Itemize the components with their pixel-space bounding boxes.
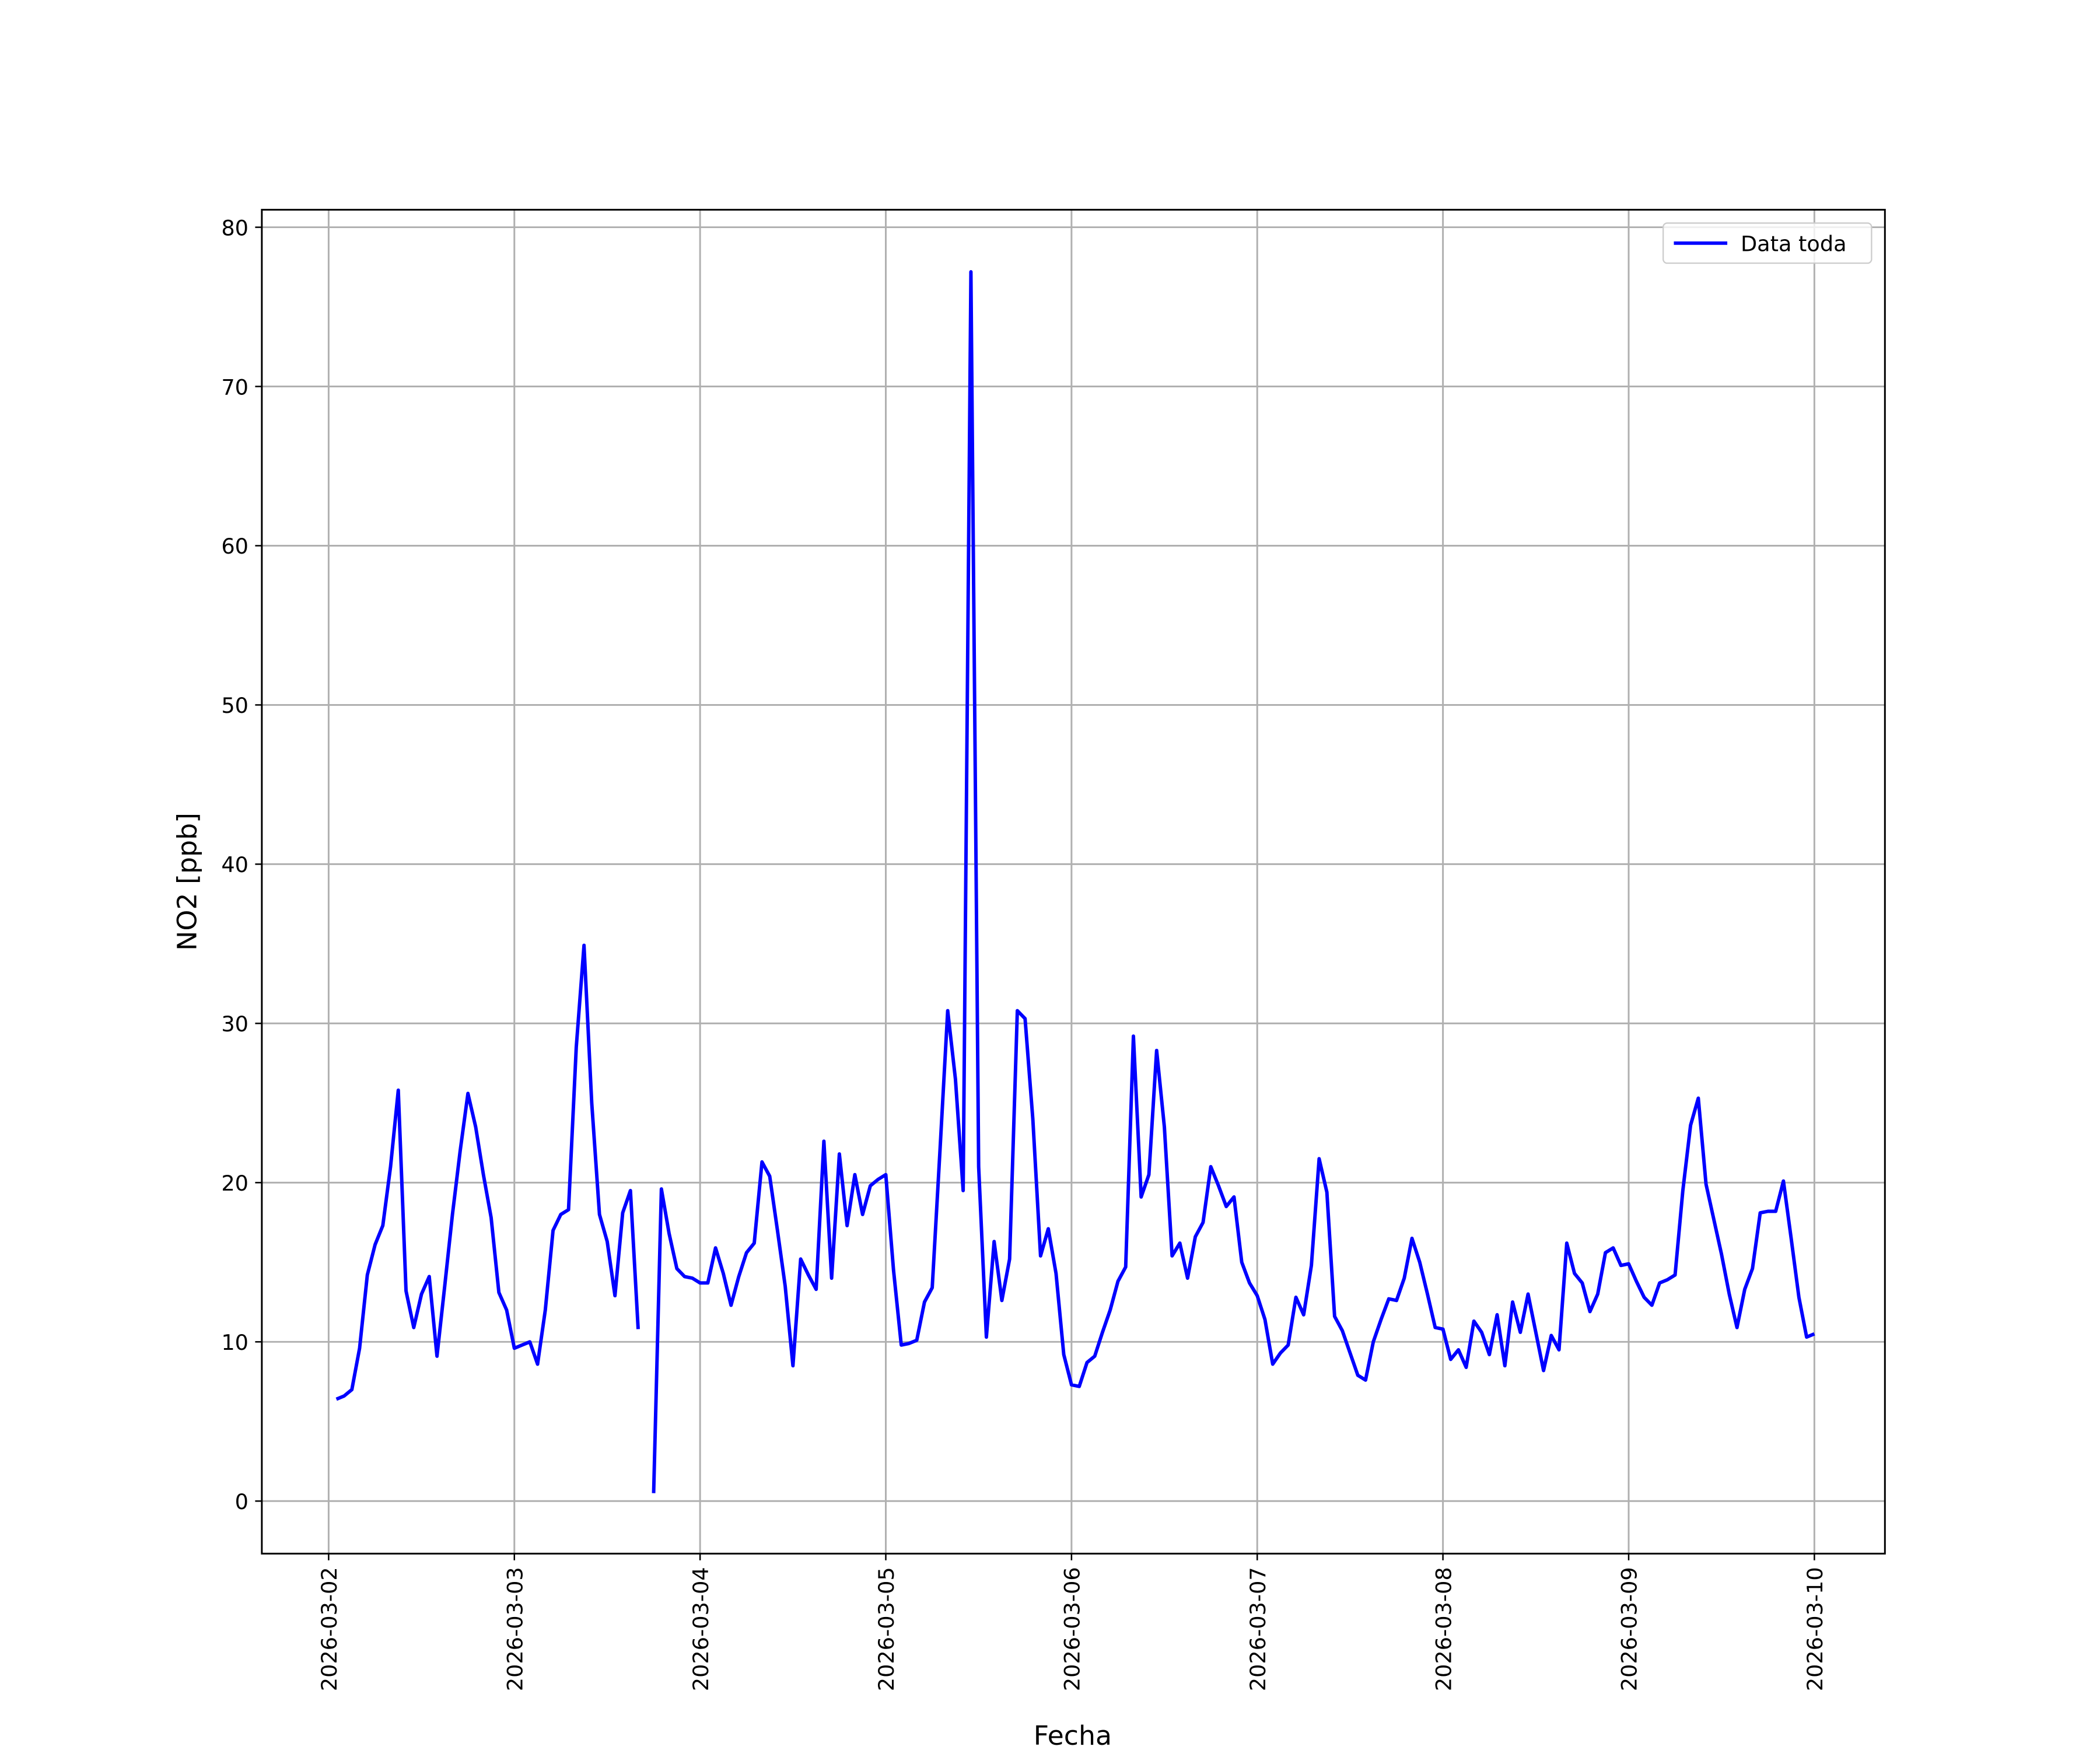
x-tick-label: 2026-03-08	[1431, 1567, 1456, 1691]
legend-box	[1662, 222, 1873, 264]
data-line	[335, 270, 1815, 1493]
x-tick-label: 2026-03-03	[502, 1567, 527, 1691]
x-tick-label: 2026-03-07	[1245, 1567, 1270, 1691]
y-tick-label: 40	[221, 852, 249, 877]
x-tick-label: 2026-03-06	[1060, 1567, 1085, 1691]
y-tick-label: 60	[221, 534, 249, 559]
x-tick-label: 2026-03-05	[874, 1567, 899, 1691]
y-tick-label: 10	[221, 1330, 249, 1355]
x-axis-label: Fecha	[1034, 1720, 1112, 1750]
y-tick-label: 50	[221, 693, 249, 718]
x-tick-label: 2026-03-02	[317, 1567, 342, 1691]
y-tick-label: 0	[235, 1489, 249, 1514]
x-tick-label: 2026-03-04	[688, 1567, 713, 1691]
legend: Data toda	[1662, 222, 1873, 264]
legend-label: Data toda	[1741, 232, 1847, 257]
y-axis-label: NO2 [ppb]	[172, 813, 203, 951]
y-tick-label: 30	[221, 1012, 249, 1037]
x-tick-label: 2026-03-09	[1617, 1567, 1642, 1691]
y-tick-label: 20	[221, 1171, 249, 1196]
plot-frame	[261, 209, 1886, 1555]
y-tick-label: 70	[221, 374, 249, 400]
x-tick-label: 2026-03-10	[1803, 1567, 1828, 1691]
y-tick-label: 80	[221, 215, 249, 240]
